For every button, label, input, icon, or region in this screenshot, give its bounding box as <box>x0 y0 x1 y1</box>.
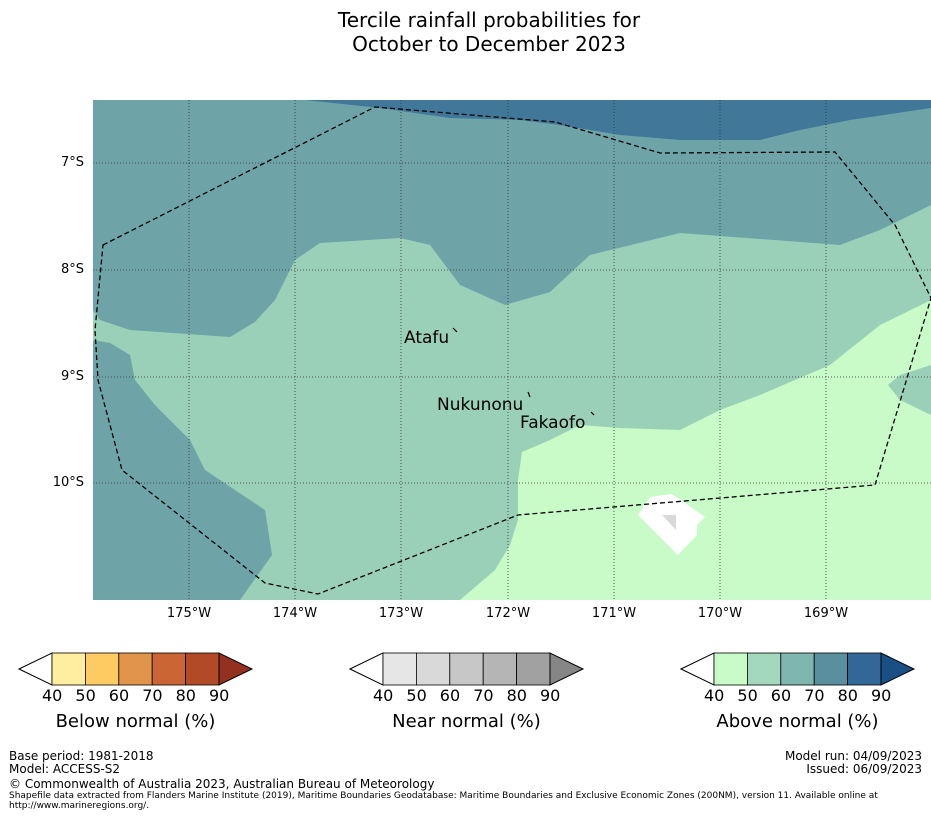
colorbar-tick: 40 <box>373 686 394 705</box>
colorbar-segment <box>449 652 484 686</box>
colorbar-over-triangle <box>218 652 254 686</box>
lon-tick: 174°W <box>272 606 318 621</box>
title-line-2: October to December 2023 <box>352 32 626 56</box>
colorbar-tick: 60 <box>439 686 461 705</box>
lon-tick: 173°W <box>378 606 424 621</box>
colorbar-segment <box>747 652 782 686</box>
colorbar-title: Below normal (%) <box>55 711 216 732</box>
gridlines <box>93 100 931 600</box>
region-above-50 <box>460 300 931 600</box>
colorbar-tick: 80 <box>506 686 527 705</box>
colorbar-segment <box>382 652 417 686</box>
colorbar-tick: 80 <box>837 686 858 705</box>
near-normal-patch <box>662 515 676 530</box>
issued-date: Issued: 06/09/2023 <box>806 762 922 776</box>
colorbar-title: Above normal (%) <box>716 711 879 732</box>
colorbar-tick: 70 <box>473 686 494 705</box>
colorbar-tick: 50 <box>737 686 758 705</box>
colorbar-under-triangle <box>18 652 53 686</box>
lon-tick: 172°W <box>485 606 531 621</box>
chart-title: Tercile rainfall probabilities for Octob… <box>0 8 931 56</box>
title-line-1: Tercile rainfall probabilities for <box>337 8 641 32</box>
lon-tick: 171°W <box>591 606 637 621</box>
source-url[interactable]: http://www.marineregions.org/. <box>9 801 150 811</box>
model-name: Model: ACCESS-S2 <box>9 762 121 776</box>
eez-boundary <box>94 106 931 595</box>
region-above-60-east <box>888 365 931 415</box>
colorbar-1 <box>349 652 585 686</box>
colorbar-segment <box>516 652 551 686</box>
colorbar-segment <box>85 652 120 686</box>
model-run: Model run: 04/09/2023 <box>784 749 922 763</box>
place-label-fakaofo: Fakaofo <box>520 413 586 433</box>
copyright: © Commonwealth of Australia 2023, Austra… <box>9 777 435 791</box>
colorbar-segment <box>118 652 153 686</box>
colorbar-segment <box>185 652 220 686</box>
colorbar-tick: 90 <box>209 686 230 705</box>
colorbar-tick: 80 <box>175 686 196 705</box>
lon-tick: 170°W <box>697 606 743 621</box>
shapefile-credit: Shapefile data extracted from Flanders M… <box>9 791 878 801</box>
colorbar-segment <box>416 652 451 686</box>
lat-tick: 9°S <box>60 369 84 384</box>
colorbar-tick: 50 <box>75 686 96 705</box>
lon-tick: 175°W <box>166 606 212 621</box>
map <box>93 100 931 600</box>
colorbar-tick: 40 <box>704 686 725 705</box>
colorbar-tick: 60 <box>108 686 130 705</box>
colorbar-tick: 50 <box>406 686 427 705</box>
colorbar-segment <box>713 652 748 686</box>
colorbar-2 <box>680 652 916 686</box>
colorbar-tick: 70 <box>804 686 825 705</box>
colorbar-segment <box>151 652 186 686</box>
colorbar-segment <box>780 652 815 686</box>
colorbar-title: Near normal (%) <box>392 711 541 732</box>
place-label-nukunonu: Nukunonu <box>437 395 524 415</box>
colorbar-tick: 90 <box>871 686 892 705</box>
lat-tick: 10°S <box>52 475 84 490</box>
lon-tick: 169°W <box>803 606 849 621</box>
colorbar-tick: 90 <box>540 686 561 705</box>
colorbar-segment <box>847 652 882 686</box>
colorbar-segment <box>482 652 517 686</box>
region-above-90 <box>305 100 931 140</box>
colorbar-segment <box>813 652 848 686</box>
colorbar-under-triangle <box>680 652 715 686</box>
colorbar-0 <box>18 652 254 686</box>
colorbar-tick: 60 <box>770 686 792 705</box>
place-label-atafu: Atafu <box>404 328 450 348</box>
colorbar-segment <box>51 652 86 686</box>
colorbar-tick: 40 <box>42 686 63 705</box>
colorbar-under-triangle <box>349 652 384 686</box>
lat-tick: 8°S <box>60 262 84 277</box>
base-period: Base period: 1981-2018 <box>9 749 154 763</box>
lat-tick: 7°S <box>60 155 84 170</box>
colorbar-over-triangle <box>880 652 916 686</box>
colorbar-tick: 70 <box>142 686 163 705</box>
colorbar-over-triangle <box>549 652 585 686</box>
island-marks <box>452 327 595 416</box>
